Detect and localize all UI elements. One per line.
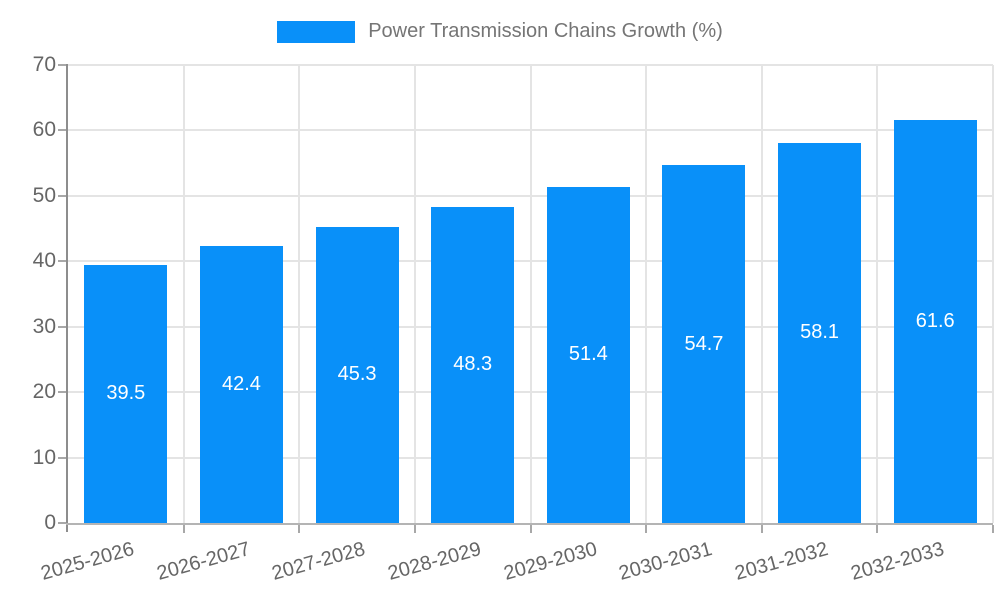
x-tick bbox=[529, 525, 532, 533]
y-tick bbox=[58, 325, 66, 328]
bar-value-label: 51.4 bbox=[568, 343, 608, 366]
bar: 51.4 bbox=[546, 186, 630, 523]
y-tick-label: 40 bbox=[32, 249, 56, 273]
x-tick-label: 2031-2032 bbox=[732, 538, 831, 585]
y-tick bbox=[58, 522, 66, 524]
v-gridline bbox=[182, 65, 185, 523]
x-tick bbox=[876, 525, 879, 533]
y-tick bbox=[58, 456, 66, 459]
bar: 54.7 bbox=[662, 165, 746, 523]
v-gridline bbox=[645, 65, 648, 523]
y-tick bbox=[58, 391, 66, 394]
bar: 48.3 bbox=[431, 206, 515, 523]
x-tick-label: 2026-2027 bbox=[154, 538, 253, 585]
y-tick bbox=[58, 129, 66, 132]
bar: 42.4 bbox=[199, 245, 283, 523]
legend-item: Power Transmission Chains Growth (%) bbox=[277, 20, 723, 43]
y-tick bbox=[58, 194, 66, 197]
x-tick-label: 2027-2028 bbox=[269, 538, 368, 585]
x-tick bbox=[992, 525, 994, 533]
bar-value-label: 58.1 bbox=[800, 321, 840, 344]
v-gridline bbox=[992, 65, 994, 523]
legend-swatch bbox=[277, 20, 356, 43]
y-tick bbox=[58, 260, 66, 263]
x-tick bbox=[182, 525, 185, 533]
legend-label: Power Transmission Chains Growth (%) bbox=[368, 20, 723, 42]
bar-value-label: 45.3 bbox=[337, 363, 377, 386]
bar-value-label: 39.5 bbox=[106, 382, 146, 405]
bar-value-label: 54.7 bbox=[684, 332, 724, 355]
y-tick-label: 20 bbox=[32, 380, 56, 404]
y-tick bbox=[58, 64, 66, 66]
v-gridline bbox=[760, 65, 763, 523]
v-gridline bbox=[413, 65, 416, 523]
v-gridline bbox=[529, 65, 532, 523]
y-tick-label: 50 bbox=[32, 183, 56, 207]
v-gridline bbox=[298, 65, 301, 523]
x-tick-label: 2030-2031 bbox=[616, 538, 715, 585]
bar: 61.6 bbox=[893, 119, 977, 523]
y-tick-label: 30 bbox=[32, 314, 56, 338]
x-tick bbox=[413, 525, 416, 533]
y-tick-label: 70 bbox=[32, 53, 56, 76]
x-tick-label: 2029-2030 bbox=[501, 538, 600, 585]
bar-value-label: 61.6 bbox=[915, 309, 955, 332]
y-tick-label: 10 bbox=[32, 445, 56, 469]
x-tick bbox=[298, 525, 301, 533]
bar-value-label: 48.3 bbox=[453, 353, 493, 376]
bar: 39.5 bbox=[84, 264, 168, 523]
y-tick-label: 0 bbox=[44, 511, 56, 534]
x-tick-label: 2025-2026 bbox=[38, 538, 137, 585]
plot-area: 39.5 42.4 45.3 48.3 51.4 54.7 58.1 61.6 bbox=[58, 64, 994, 533]
x-axis-line bbox=[66, 523, 993, 525]
y-axis-line bbox=[66, 64, 68, 532]
bar: 58.1 bbox=[778, 142, 862, 523]
v-gridline bbox=[876, 65, 879, 523]
x-tick bbox=[645, 525, 648, 533]
x-tick-label: 2032-2033 bbox=[848, 538, 947, 585]
bar: 45.3 bbox=[315, 226, 399, 523]
chart-legend: Power Transmission Chains Growth (%) bbox=[0, 20, 1000, 43]
y-tick-label: 60 bbox=[32, 118, 56, 142]
bar-value-label: 42.4 bbox=[221, 372, 261, 395]
x-tick bbox=[760, 525, 763, 533]
x-tick-label: 2028-2029 bbox=[385, 538, 484, 585]
